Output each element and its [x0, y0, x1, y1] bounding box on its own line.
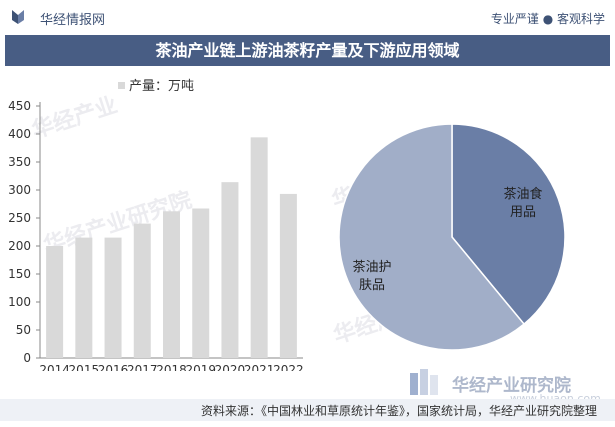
y-tick-label: 450 [8, 99, 31, 113]
bar-2020 [221, 182, 239, 358]
y-tick-label: 0 [23, 351, 31, 365]
y-tick-label: 250 [8, 211, 31, 225]
y-tick-label: 50 [16, 323, 31, 337]
bar-2018 [163, 211, 180, 358]
x-tick-label: 2020 [215, 363, 246, 371]
chart-area: 产量：万吨 0 50 100 150 200 250 300 350 400 450 20142015… [8, 79, 566, 371]
slogan: 专业严谨 ● 客观科学 [490, 12, 605, 26]
brand-name[interactable]: 华经情报网 [40, 13, 106, 28]
title-bar: 茶油产业链上游油茶籽产量及下游应用领域 [5, 35, 610, 66]
bar-2017 [133, 223, 151, 358]
legend-swatch [118, 82, 125, 89]
footer-logo-icon [410, 369, 438, 395]
x-tick-label: 2014 [39, 363, 70, 371]
bar-2015 [75, 237, 93, 358]
x-tick-label: 2017 [127, 363, 158, 371]
source-bar: 资料来源：《中国林业和草原统计年鉴》，国家统计局，华经产业研究院整理 [0, 399, 615, 421]
bar-2019 [192, 208, 210, 358]
pie-slice-1 [451, 123, 566, 326]
chart-title: 茶油产业链上游油茶籽产量及下游应用领域 [155, 41, 460, 60]
y-tick-label: 100 [8, 295, 31, 309]
pie-label-2: 茶油护肤品 [352, 259, 391, 293]
x-tick-label: 2015 [69, 363, 100, 371]
bar-2016 [104, 237, 122, 358]
bar-2022 [279, 193, 297, 358]
y-tick-label: 200 [8, 239, 31, 253]
pie-slice-2 [338, 123, 526, 351]
source-note: 资料来源：《中国林业和草原统计年鉴》，国家统计局，华经产业研究院整理 [200, 404, 597, 418]
x-tick-label: 2019 [185, 363, 216, 371]
y-tick-label: 150 [8, 267, 31, 281]
x-tick-label: 2018 [156, 363, 187, 371]
x-tick-label: 2022 [273, 363, 304, 371]
top-header: 华经情报网 专业严谨 ● 客观科学 [0, 0, 615, 34]
footer-brand: 华经产业研究院 [452, 376, 571, 396]
legend-label: 产量：万吨 [129, 79, 194, 94]
y-tick-label: 350 [8, 155, 31, 169]
x-tick-label: 2021 [244, 363, 275, 371]
huajing-logo-icon [12, 10, 24, 24]
y-tick-label: 400 [8, 127, 31, 141]
y-tick-label: 300 [8, 183, 31, 197]
x-tick-label: 2016 [98, 363, 129, 371]
pie-label-1: 茶油食用品 [503, 186, 542, 220]
bar-2021 [250, 137, 268, 358]
bar-2014 [46, 246, 64, 358]
